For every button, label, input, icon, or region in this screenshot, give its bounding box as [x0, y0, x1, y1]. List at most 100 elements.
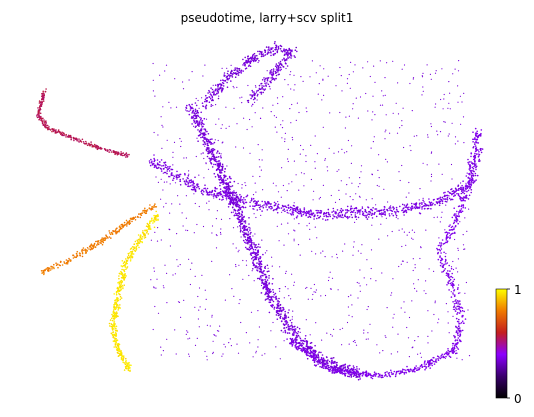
data-point	[463, 189, 465, 191]
data-point	[245, 247, 247, 249]
data-point	[363, 212, 365, 214]
data-point	[108, 151, 110, 153]
data-point	[276, 48, 278, 50]
data-point	[218, 192, 220, 194]
data-point	[199, 130, 201, 132]
data-point	[149, 208, 151, 210]
data-point	[355, 342, 356, 343]
data-point	[255, 85, 256, 86]
data-point	[79, 252, 81, 254]
data-point	[279, 314, 281, 316]
data-point	[51, 268, 53, 270]
data-point	[154, 306, 155, 307]
data-point	[460, 187, 462, 189]
data-point	[224, 188, 226, 190]
data-point	[284, 327, 286, 329]
data-point	[436, 70, 437, 71]
data-point	[451, 273, 453, 275]
data-point	[309, 355, 311, 357]
data-point	[277, 103, 278, 104]
data-point	[217, 210, 218, 211]
data-point	[273, 296, 275, 298]
data-point	[276, 297, 278, 299]
data-point	[358, 217, 360, 219]
data-point	[206, 131, 208, 133]
data-point	[303, 81, 304, 82]
data-point	[310, 145, 311, 146]
data-point	[393, 208, 395, 210]
data-point	[170, 183, 171, 184]
data-point	[315, 292, 316, 293]
data-point	[238, 72, 240, 74]
data-point	[130, 218, 132, 220]
data-point	[389, 206, 391, 208]
data-point	[280, 310, 282, 312]
data-point	[275, 72, 277, 74]
data-point	[221, 85, 223, 87]
data-point	[457, 288, 459, 290]
data-point	[306, 341, 308, 343]
data-point	[259, 166, 260, 167]
data-point	[254, 102, 255, 103]
data-point	[237, 197, 239, 199]
data-point	[212, 89, 214, 91]
data-point	[291, 345, 293, 347]
data-point	[201, 191, 203, 193]
data-point	[467, 187, 469, 189]
data-point	[372, 207, 374, 209]
data-point	[285, 68, 286, 69]
data-point	[384, 211, 386, 213]
data-point	[351, 374, 353, 376]
data-point	[358, 186, 359, 187]
data-point	[362, 373, 364, 375]
data-point	[282, 307, 284, 309]
data-point	[409, 356, 410, 357]
data-point	[268, 296, 270, 298]
data-point	[270, 55, 272, 57]
data-point	[166, 170, 168, 172]
data-point	[409, 317, 410, 318]
data-point	[280, 307, 282, 309]
data-point	[238, 265, 239, 266]
data-point	[76, 253, 78, 255]
data-point	[295, 345, 297, 347]
data-point	[302, 349, 304, 351]
data-point	[221, 128, 222, 129]
data-point	[260, 277, 262, 279]
data-point	[286, 271, 287, 272]
data-point	[326, 356, 328, 358]
data-point	[156, 206, 158, 208]
data-point	[312, 214, 314, 216]
data-point	[233, 192, 235, 194]
data-point	[188, 175, 190, 177]
data-point	[303, 343, 305, 345]
data-point	[42, 93, 44, 95]
data-point	[235, 198, 237, 200]
data-point	[376, 344, 377, 345]
data-point	[320, 210, 322, 212]
data-point	[367, 218, 369, 220]
data-point	[447, 232, 449, 234]
data-point	[471, 189, 473, 191]
data-point	[319, 362, 321, 364]
data-point	[248, 275, 249, 276]
data-point	[269, 302, 271, 304]
data-point	[455, 188, 457, 190]
data-point	[379, 352, 380, 353]
data-point	[241, 236, 242, 237]
data-point	[153, 63, 154, 64]
data-point	[216, 247, 217, 248]
data-point	[264, 201, 266, 203]
data-point	[153, 329, 154, 330]
data-point	[460, 330, 462, 332]
data-point	[457, 186, 459, 188]
data-point	[467, 309, 468, 310]
data-point	[178, 266, 179, 267]
data-point	[462, 359, 463, 360]
data-point	[85, 141, 87, 143]
data-point	[423, 201, 425, 203]
data-point	[60, 261, 62, 263]
data-point	[300, 154, 301, 155]
data-point	[208, 139, 210, 141]
data-point	[475, 165, 477, 167]
